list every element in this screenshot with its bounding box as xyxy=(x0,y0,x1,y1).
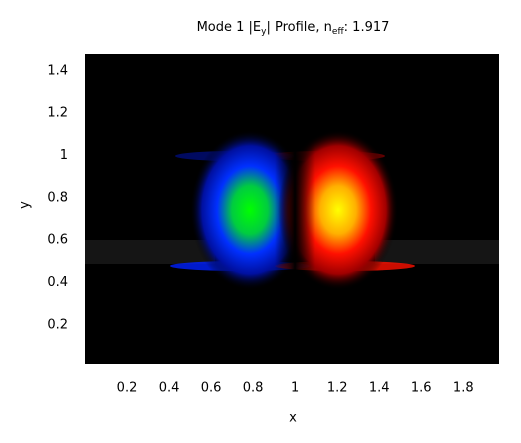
y-tick-label: 1.4 xyxy=(47,63,68,78)
x-tick-label: 1.6 xyxy=(411,381,432,396)
x-tick-label: 1.8 xyxy=(453,381,474,396)
y-tick-label: 0.4 xyxy=(47,275,68,290)
y-tick-label: 0.8 xyxy=(47,190,68,205)
x-tick-label: 0.6 xyxy=(201,381,222,396)
x-axis-label: x xyxy=(289,411,297,426)
x-tick-label: 1.2 xyxy=(327,381,348,396)
y-tick-label: 1.2 xyxy=(47,106,68,121)
chart-title: Mode 1 |Ey| Profile, neff: 1.917 xyxy=(197,20,390,37)
x-tick-label: 1.4 xyxy=(369,381,390,396)
y-axis-label: y xyxy=(18,201,33,209)
field-image xyxy=(85,54,499,364)
x-tick-label: 0.8 xyxy=(243,381,264,396)
x-tick-label: 0.2 xyxy=(117,381,138,396)
y-tick-label: 0.6 xyxy=(47,233,68,248)
y-tick-label: 0.2 xyxy=(47,317,68,332)
x-tick-label: 0.4 xyxy=(159,381,180,396)
y-tick-label: 1 xyxy=(60,148,68,163)
x-tick-label: 1 xyxy=(291,381,299,396)
